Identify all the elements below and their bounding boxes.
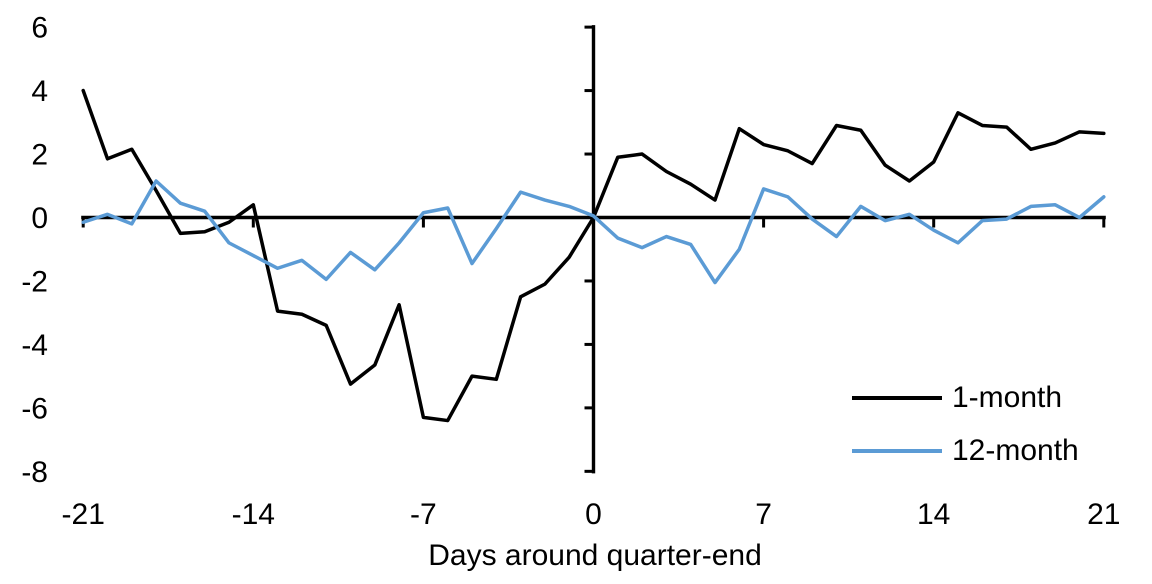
y-tick-label: -8 — [21, 456, 48, 489]
y-tick-label: -4 — [21, 329, 48, 362]
legend-line-sample-1-month — [852, 396, 942, 400]
legend-item-12-month: 12-month — [852, 433, 1079, 469]
x-tick-label: -14 — [232, 498, 275, 531]
x-tick-label: 7 — [755, 498, 772, 531]
y-tick-label: 6 — [31, 12, 48, 45]
y-tick-label: -6 — [21, 392, 48, 425]
legend-line-sample-12-month — [852, 449, 942, 453]
legend: 1-month 12-month — [852, 380, 1079, 469]
legend-item-1-month: 1-month — [852, 380, 1079, 416]
x-tick-label: -21 — [62, 498, 105, 531]
x-tick-label: 14 — [917, 498, 950, 531]
legend-label-12-month: 12-month — [952, 434, 1079, 467]
y-tick-label: -2 — [21, 265, 48, 298]
x-tick-label: 0 — [585, 498, 602, 531]
x-tick-label: -7 — [410, 498, 437, 531]
x-axis-title: Days around quarter-end — [428, 539, 762, 572]
legend-label-1-month: 1-month — [952, 381, 1063, 414]
y-tick-label: 4 — [31, 75, 48, 108]
y-tick-label: 0 — [31, 202, 48, 235]
series-line-12-month — [81, 179, 1106, 285]
y-tick-label: 2 — [31, 139, 48, 172]
x-tick-label: 21 — [1087, 498, 1120, 531]
